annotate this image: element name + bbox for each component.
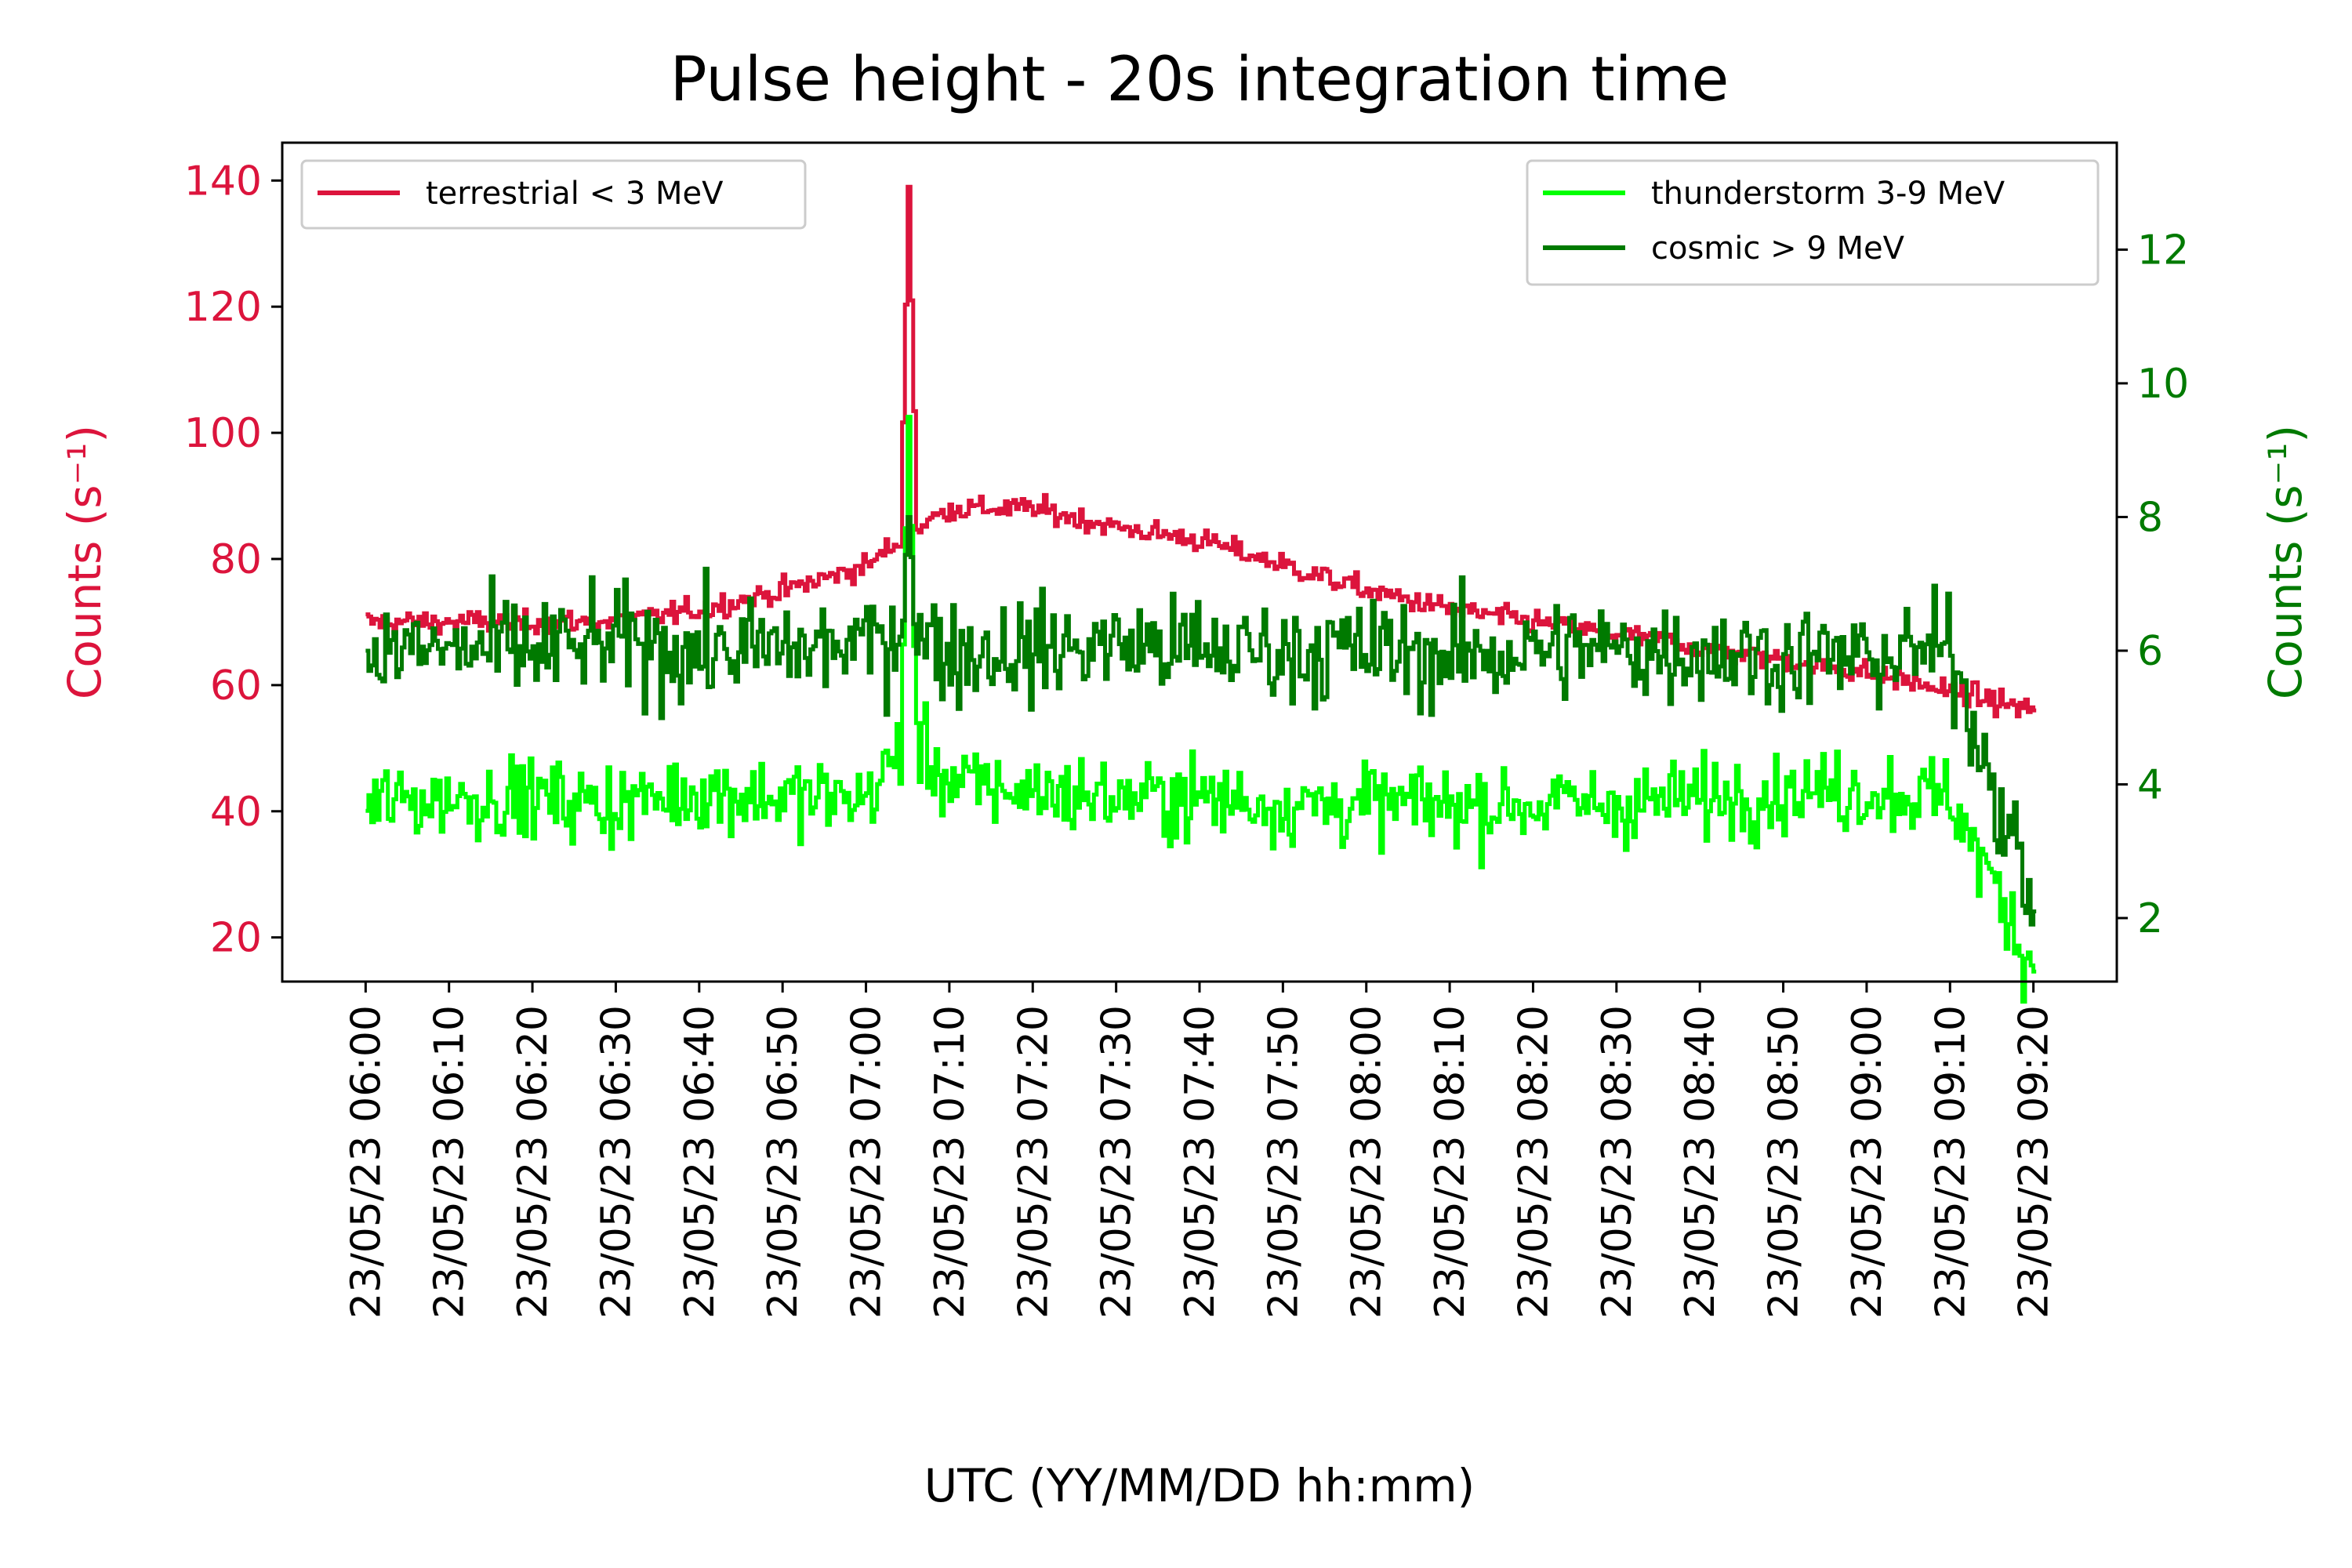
- x-tick-label: 23/05/23 07:50: [1260, 1005, 1307, 1319]
- x-tick-label: 23/05/23 06:50: [760, 1005, 807, 1319]
- x-tick-label: 23/05/23 06:20: [510, 1005, 557, 1319]
- x-tick-label: 23/05/23 06:00: [343, 1005, 390, 1319]
- left-y-tick-label: 140: [184, 158, 262, 205]
- x-tick-label: 23/05/23 07:40: [1177, 1005, 1224, 1319]
- right-y-tick-label: 4: [2137, 761, 2163, 808]
- x-tick-label: 23/05/23 07:00: [844, 1005, 891, 1319]
- x-axis: 23/05/23 06:00 23/05/23 06:10 23/05/23 06:…: [343, 982, 2058, 1319]
- left-y-tick-label: 100: [184, 410, 262, 457]
- x-tick-label: 23/05/23 07:20: [1010, 1005, 1057, 1319]
- x-tick-label: 23/05/23 08:20: [1511, 1005, 1558, 1319]
- legend-right-box: [1526, 159, 2100, 286]
- legend-label-thunderstorm: thunderstorm 3-9 MeV: [1651, 176, 2005, 212]
- series-line-2: [365, 515, 2037, 927]
- right-y-tick-label: 10: [2137, 361, 2189, 408]
- x-tick-label: 23/05/23 08:30: [1594, 1005, 1641, 1319]
- left-y-axis: 20 40 60 80 100 120 140: [184, 158, 282, 962]
- x-tick-label: 23/05/23 08:10: [1427, 1005, 1474, 1319]
- x-tick-label: 23/05/23 06:10: [426, 1005, 474, 1319]
- legend-left: terrestrial < 3 MeV: [300, 159, 807, 230]
- legend-left-box: [300, 159, 807, 230]
- legend-label-terrestrial: terrestrial < 3 MeV: [426, 176, 724, 212]
- right-y-axis-label: Counts (s⁻¹): [2259, 425, 2312, 699]
- x-tick-label: 23/05/23 07:10: [927, 1005, 974, 1319]
- x-tick-label: 23/05/23 08:00: [1344, 1005, 1391, 1319]
- right-y-tick-label: 12: [2137, 227, 2189, 274]
- right-y-tick-label: 2: [2137, 895, 2163, 942]
- x-axis-label: UTC (YY/MM/DD hh:mm): [924, 1459, 1475, 1512]
- x-tick-label: 23/05/23 09:00: [1844, 1005, 1891, 1319]
- x-tick-label: 23/05/23 08:50: [1761, 1005, 1808, 1319]
- x-tick-label: 23/05/23 06:30: [593, 1005, 641, 1319]
- left-y-tick-label: 40: [210, 789, 262, 836]
- left-y-tick-label: 120: [184, 284, 262, 331]
- x-tick-label: 23/05/23 08:40: [1677, 1005, 1724, 1319]
- x-tick-label: 23/05/23 09:10: [1927, 1005, 1974, 1319]
- series-line-1: [365, 415, 2037, 1004]
- chart-title: Pulse height - 20s integration time: [670, 45, 1730, 115]
- x-tick-label: 23/05/23 07:30: [1094, 1005, 1141, 1319]
- series-layer: [365, 184, 2037, 1004]
- legend-right: thunderstorm 3-9 MeV cosmic > 9 MeV: [1526, 159, 2100, 286]
- x-tick-label: 23/05/23 06:40: [677, 1005, 724, 1319]
- plot-area: [281, 141, 2118, 1004]
- right-y-axis: 2 4 6 8 10 12: [2117, 227, 2189, 942]
- right-y-tick-label: 8: [2137, 494, 2163, 541]
- left-y-tick-label: 20: [210, 915, 262, 962]
- legend-label-cosmic: cosmic > 9 MeV: [1651, 230, 1905, 267]
- left-y-axis-label: Counts (s⁻¹): [58, 425, 111, 699]
- left-y-tick-label: 60: [210, 662, 262, 710]
- right-y-tick-label: 6: [2137, 628, 2163, 675]
- x-tick-label: 23/05/23 09:20: [2011, 1005, 2058, 1319]
- left-y-tick-label: 80: [210, 536, 262, 583]
